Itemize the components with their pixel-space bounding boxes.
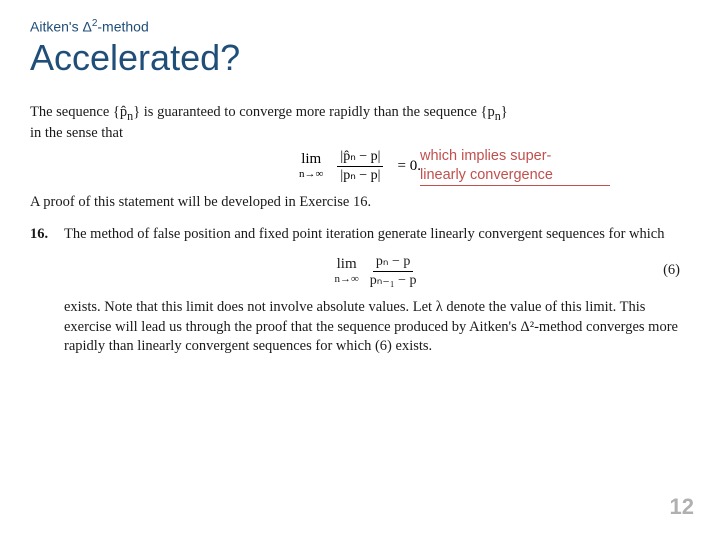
lim-text: lim [301, 152, 321, 167]
limit-operator: lim n→∞ [299, 152, 323, 180]
fraction-1: |p̂ₙ − p| |pₙ − p| [337, 149, 383, 183]
p1-part2: } is guaranteed to converge more rapidly… [133, 104, 495, 120]
subtitle-suffix: -method [97, 19, 148, 35]
limit-operator-2: lim n→∞ [334, 257, 358, 285]
slide-title: Accelerated? [30, 37, 690, 79]
p1-part3: } [501, 104, 508, 120]
exercise-16: 16. The method of false position and fix… [30, 225, 690, 357]
fraction-2: pₙ − p pₙ₋₁ − p [367, 254, 420, 288]
exercise-text-2: exists. Note that this limit does not in… [64, 298, 690, 357]
exercise-number: 16. [30, 225, 54, 245]
frac1-den: |pₙ − p| [337, 167, 383, 183]
annotation-line2: linearly convergence [420, 167, 553, 183]
frac2-num: pₙ − p [373, 254, 413, 271]
slide-container: Aitken's Δ2-method Accelerated? The sequ… [0, 0, 720, 540]
equation-1: lim n→∞ |p̂ₙ − p| |pₙ − p| = 0. which im… [30, 149, 690, 183]
lim2-sub: n→∞ [334, 274, 358, 285]
frac2-den: pₙ₋₁ − p [367, 272, 420, 288]
slide-subtitle: Aitken's Δ2-method [30, 18, 690, 35]
p1-part1: The sequence {p̂ [30, 104, 127, 120]
p1-line2: in the sense that [30, 125, 123, 141]
annotation-callout: which implies super- linearly convergenc… [420, 147, 610, 185]
eq1-tail: = 0. [397, 158, 420, 175]
annotation-line1: which implies super- [420, 148, 551, 164]
frac1-num: |p̂ₙ − p| [337, 149, 383, 166]
page-number: 12 [670, 494, 694, 520]
paragraph-1: The sequence {p̂n} is guaranteed to conv… [30, 103, 690, 144]
equation-2: lim n→∞ pₙ − p pₙ₋₁ − p (6) [64, 254, 690, 288]
paragraph-2: A proof of this statement will be develo… [30, 193, 690, 213]
exercise-text-1: The method of false position and fixed p… [64, 225, 690, 245]
subtitle-prefix: Aitken's Δ [30, 19, 92, 35]
exercise-body: The method of false position and fixed p… [64, 225, 690, 357]
lim-sub: n→∞ [299, 169, 323, 180]
equation-number: (6) [663, 261, 680, 281]
lim2-text: lim [337, 257, 357, 272]
